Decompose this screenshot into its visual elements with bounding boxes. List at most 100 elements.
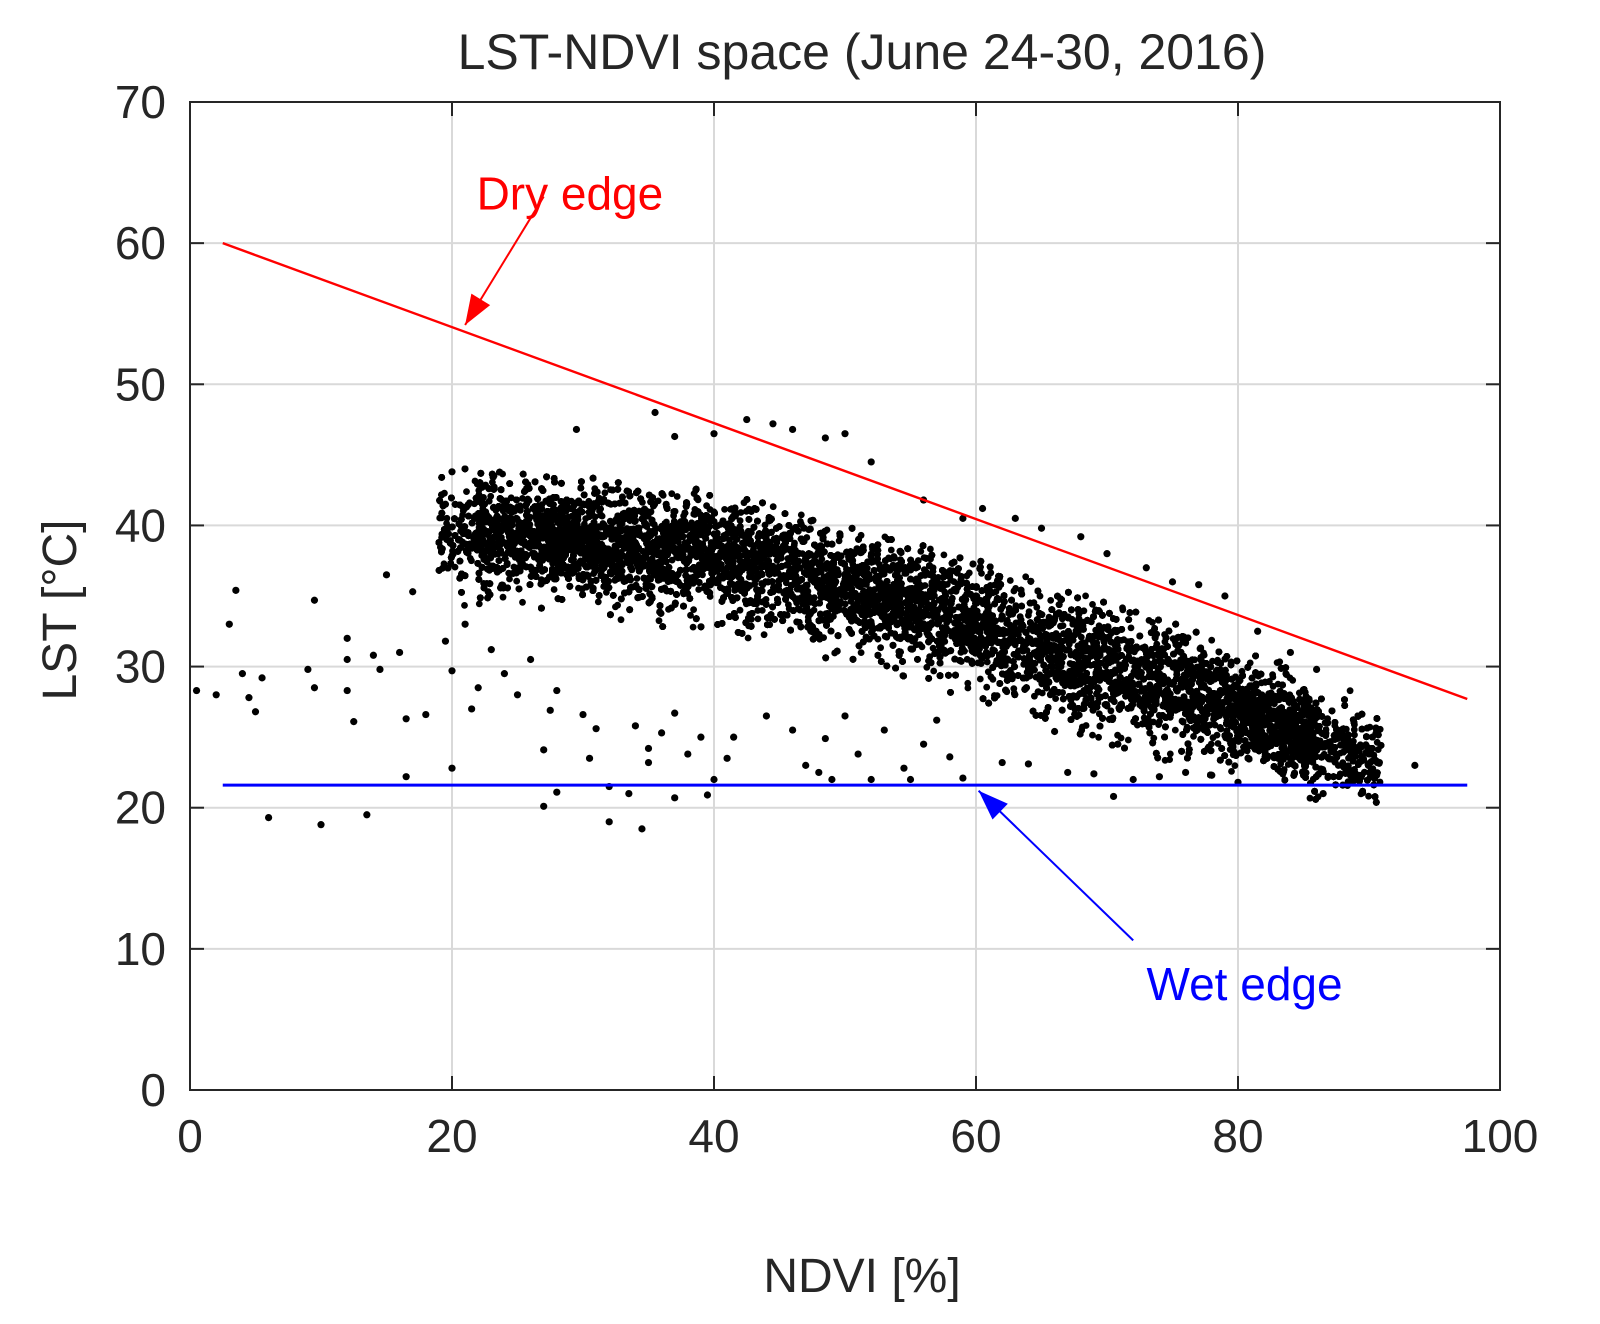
data-point <box>673 493 681 500</box>
data-point <box>1119 604 1126 612</box>
data-point <box>1010 587 1018 595</box>
data-point <box>1166 750 1174 758</box>
data-point <box>964 684 972 692</box>
data-point <box>1089 731 1096 739</box>
data-point <box>635 507 643 515</box>
data-point <box>699 571 706 579</box>
data-point <box>591 485 599 492</box>
data-point <box>1036 592 1044 600</box>
data-point <box>1161 756 1169 764</box>
data-point <box>877 644 884 652</box>
data-point <box>1190 733 1197 740</box>
data-point <box>468 557 475 565</box>
data-point <box>1269 682 1277 690</box>
data-point <box>1031 692 1038 700</box>
data-point <box>601 489 609 497</box>
data-point <box>1089 601 1096 608</box>
data-point <box>927 545 934 553</box>
data-point <box>1365 792 1372 800</box>
data-point <box>703 502 710 510</box>
data-point <box>769 503 777 511</box>
data-point <box>594 598 602 606</box>
data-point <box>917 548 925 555</box>
data-point <box>964 679 972 687</box>
data-point <box>1231 762 1239 769</box>
data-point <box>930 667 938 675</box>
data-point <box>687 611 694 619</box>
data-point <box>693 553 700 561</box>
data-point <box>1149 619 1156 626</box>
data-point <box>602 482 610 489</box>
data-point <box>983 658 991 666</box>
data-point <box>668 490 676 498</box>
data-point <box>1095 733 1102 741</box>
data-point <box>1284 761 1292 768</box>
data-point <box>689 623 697 631</box>
scatter-points <box>192 408 1419 833</box>
data-point <box>989 675 997 683</box>
grid <box>190 102 1500 1090</box>
data-point <box>1351 731 1358 739</box>
data-point <box>1052 695 1059 702</box>
data-point <box>668 556 676 564</box>
data-point <box>1022 573 1030 581</box>
data-point <box>487 492 495 500</box>
data-point <box>744 634 752 642</box>
data-point <box>1057 622 1064 630</box>
data-point <box>1228 768 1235 775</box>
data-point <box>983 683 991 691</box>
data-point <box>1211 721 1219 729</box>
data-point <box>830 613 837 620</box>
data-point <box>887 546 895 554</box>
data-point <box>923 663 931 671</box>
data-point <box>1082 592 1089 600</box>
data-point <box>754 615 762 623</box>
data-point <box>1124 736 1132 744</box>
data-point <box>1114 731 1121 739</box>
data-point <box>475 600 483 608</box>
data-point <box>463 488 470 495</box>
data-point <box>519 598 526 606</box>
data-point <box>633 575 641 582</box>
data-point <box>1184 634 1192 642</box>
data-point <box>1208 636 1216 644</box>
data-point <box>736 517 744 524</box>
data-point <box>655 617 663 625</box>
data-point <box>963 572 971 580</box>
data-point <box>974 659 982 667</box>
data-point <box>499 593 507 601</box>
data-point <box>1006 577 1014 584</box>
data-point <box>1346 687 1354 695</box>
data-point <box>1350 726 1358 734</box>
data-point <box>940 551 948 559</box>
data-point <box>1078 723 1086 731</box>
data-point <box>1107 707 1115 715</box>
data-point <box>1012 619 1020 627</box>
data-point <box>506 575 513 583</box>
data-point <box>582 515 590 522</box>
data-point <box>617 616 625 624</box>
data-point <box>614 601 621 609</box>
data-point <box>1033 603 1041 611</box>
data-point <box>1214 740 1222 747</box>
data-point <box>1025 611 1032 619</box>
data-point <box>1156 718 1163 725</box>
data-point <box>736 606 744 614</box>
data-point <box>857 649 865 656</box>
data-point <box>461 602 468 609</box>
data-point <box>1306 794 1314 802</box>
data-point <box>984 668 992 676</box>
data-point <box>1269 671 1276 679</box>
data-point <box>1209 657 1216 665</box>
data-point <box>758 607 766 614</box>
data-point <box>443 514 451 522</box>
data-point <box>916 641 924 649</box>
data-point <box>929 644 937 652</box>
data-point <box>976 675 984 683</box>
data-point <box>721 506 728 513</box>
data-point <box>1127 624 1135 632</box>
data-point <box>1171 726 1179 734</box>
data-point <box>1213 731 1221 739</box>
data-point <box>663 518 670 526</box>
